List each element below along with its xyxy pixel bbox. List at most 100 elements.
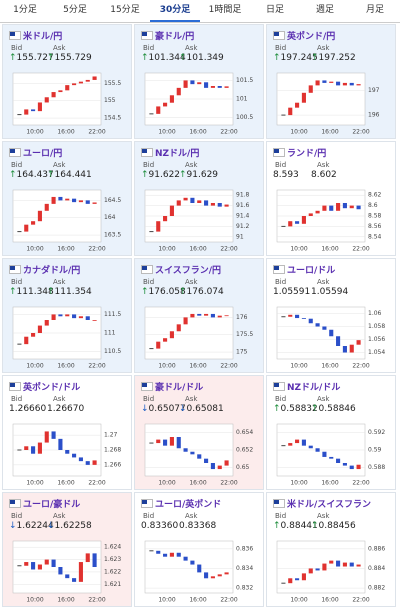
- candle: [342, 562, 347, 567]
- bid-value: 0.88441: [280, 521, 318, 531]
- ask-value: 176.074: [186, 287, 224, 297]
- rate-panel[interactable]: 米ドル/スイスフラン Bid Ask ↑0.88441 ↑0.88456 0.886 0.8…: [266, 492, 396, 607]
- x-tick-label: 10:00: [26, 246, 43, 253]
- candle: [37, 210, 42, 222]
- candle: [301, 318, 306, 319]
- ask-price: ↑0.58846: [311, 404, 356, 414]
- bid-value: 1.26660: [9, 404, 47, 414]
- mini-chart: 0.836 0.834 0.832 10:00 16:00 22:00: [144, 540, 253, 604]
- trend-arrow: ↑: [273, 404, 281, 414]
- plot-frame: [144, 306, 234, 360]
- candle: [37, 564, 42, 570]
- x-tick-label: 22:00: [220, 597, 237, 604]
- rate-panel[interactable]: 豪ドル/円 Bid Ask ↑101.344 ↑101.349 101.5 101 100.5…: [134, 24, 264, 139]
- rate-panel[interactable]: 豪ドル/ドル Bid Ask ↓0.65077 ↓0.65081 0.654 0.652 0.…: [134, 375, 264, 490]
- candle: [58, 314, 63, 317]
- candle: [315, 448, 320, 452]
- y-tick-label: 0.832: [236, 585, 253, 592]
- trend-arrow: ↑: [311, 404, 319, 414]
- bid-price: ↑111.348: [9, 287, 54, 297]
- ask-label: Ask: [185, 512, 198, 520]
- bid-value: 1.05591: [273, 287, 311, 297]
- pair-name: ユーロ/円: [23, 149, 63, 159]
- ask-value: 0.65081: [186, 404, 224, 414]
- candle: [295, 102, 300, 108]
- rate-panel[interactable]: ユーロ/豪ドル Bid Ask ↓1.62244 ↓1.62258 1.624 1.623 1…: [2, 492, 132, 607]
- x-tick-label: 22:00: [88, 480, 105, 487]
- tab[interactable]: 週足: [315, 5, 334, 15]
- candle: [190, 313, 195, 318]
- tab[interactable]: 30分足: [150, 0, 200, 22]
- pair-name: 英ポンド/ドル: [23, 383, 81, 393]
- bid-value: 155.727: [16, 53, 54, 63]
- y-tick-label: 100.5: [236, 114, 253, 121]
- ask-price: 8.602: [311, 170, 337, 180]
- ask-value: 101.349: [186, 53, 224, 63]
- rate-panel[interactable]: ユーロ/ドル Bid Ask 1.05591 1.05594 1.06 1.058 1.056…: [266, 258, 396, 373]
- candle: [190, 80, 195, 85]
- candle: [65, 85, 70, 91]
- rate-panel[interactable]: 英ポンド/ドル Bid Ask 1.26660 1.26670 1.27 1.268 1.26…: [2, 375, 132, 490]
- mini-chart: 0.654 0.652 0.65 10:00 16:00 22:00: [144, 423, 253, 487]
- candle: [224, 86, 229, 88]
- tab[interactable]: 日足: [265, 5, 284, 15]
- flag-icon: [9, 499, 21, 508]
- candle: [308, 213, 313, 216]
- rate-panel[interactable]: NZドル/ドル Bid Ask ↑0.58832 ↑0.58846 0.592 0.59 0.…: [266, 375, 396, 490]
- bid-value: 101.344: [148, 53, 186, 63]
- candle: [224, 460, 229, 466]
- candle: [336, 81, 341, 86]
- candle: [72, 578, 77, 582]
- candle: [65, 198, 70, 201]
- candle: [217, 315, 222, 318]
- candle: [322, 451, 327, 457]
- mini-chart: 1.27 1.268 1.266 10:00 16:00 22:00: [12, 423, 121, 487]
- trend-arrow: ↑: [141, 170, 149, 180]
- ask-value: 164.441: [54, 170, 92, 180]
- x-tick-label: 22:00: [220, 480, 237, 487]
- tab[interactable]: 5分足: [63, 5, 87, 15]
- y-tick-label: 91: [236, 233, 244, 240]
- flag-canton: [274, 32, 279, 36]
- candle: [72, 83, 77, 86]
- rate-panel[interactable]: カナダドル/円 Bid Ask ↑111.348 ↑111.354 111.5 111 110…: [2, 258, 132, 373]
- bid-price: ↑164.437: [9, 170, 54, 180]
- rate-panel[interactable]: ユーロ/英ポンド Bid Ask 0.83360 0.83368 0.836 0.834 0.…: [134, 492, 264, 607]
- bid-price: 1.26660: [9, 404, 46, 414]
- candle: [329, 456, 334, 459]
- y-tick-label: 1.623: [104, 556, 121, 563]
- candle: [65, 574, 70, 579]
- ask-label: Ask: [317, 44, 330, 52]
- candle: [308, 445, 313, 449]
- bid-price: ↑197.245: [273, 53, 318, 63]
- rate-panel[interactable]: スイスフラン/円 Bid Ask ↑176.058 ↑176.074 176 175.5 17…: [134, 258, 264, 373]
- x-tick-label: 16:00: [321, 129, 338, 136]
- rate-panel[interactable]: ランド/円 Bid Ask 8.593 8.602 8.62 8.6 8.58 8.56 8.54…: [266, 141, 396, 256]
- rate-panel[interactable]: 英ポンド/円 Bid Ask ↑197.245 ↑197.252 197 196 10:00 1…: [266, 24, 396, 139]
- tab[interactable]: 月足: [365, 5, 384, 15]
- tab[interactable]: 1時間足: [208, 5, 242, 15]
- candle: [44, 97, 49, 103]
- x-tick-label: 22:00: [88, 363, 105, 370]
- bid-price: ↑0.58832: [273, 404, 318, 414]
- flag-icon: [141, 499, 153, 508]
- y-tick-label: 164.5: [104, 197, 121, 204]
- trend-arrow: ↑: [9, 170, 17, 180]
- rate-panel[interactable]: 米ドル/円 Bid Ask ↑155.727 ↑155.729 155.5 155 154.5…: [2, 24, 132, 139]
- y-tick-label: 91.2: [236, 223, 250, 230]
- candle: [183, 448, 188, 452]
- tab[interactable]: 15分足: [110, 5, 140, 15]
- bid-value: 0.83360: [141, 521, 179, 531]
- ask-price: ↓1.62258: [47, 521, 92, 531]
- tab[interactable]: 1分足: [13, 5, 37, 15]
- candle: [163, 338, 168, 342]
- candle: [78, 457, 83, 462]
- x-tick-label: 10:00: [290, 597, 307, 604]
- ask-label: Ask: [317, 512, 330, 520]
- x-tick-label: 10:00: [26, 480, 43, 487]
- rate-panel[interactable]: ユーロ/円 Bid Ask ↑164.437 ↑164.441 164.5 164 163.5…: [2, 141, 132, 256]
- flag-icon: [141, 265, 153, 274]
- rate-panel[interactable]: NZドル/円 Bid Ask ↑91.622 ↑91.629 91.8 91.6 91.4 91…: [134, 141, 264, 256]
- bid-label: Bid: [11, 512, 23, 520]
